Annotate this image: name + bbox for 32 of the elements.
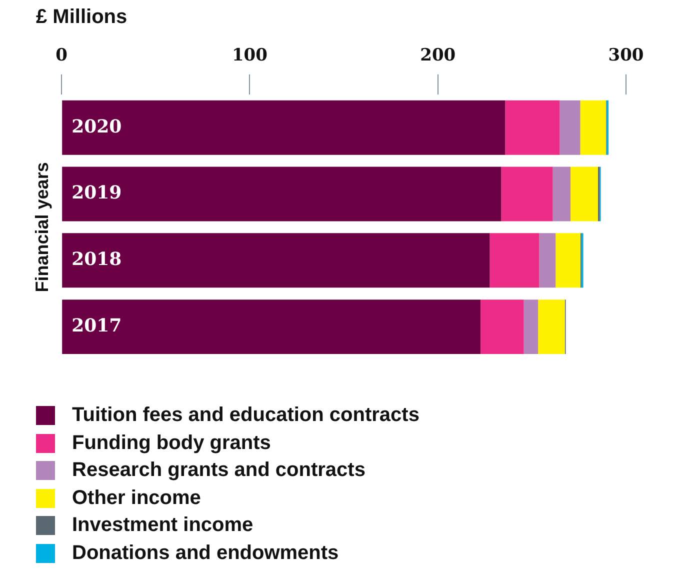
x-tick-label: 200 <box>420 46 456 66</box>
bar <box>62 166 502 222</box>
legend-label: Funding body grants <box>72 432 271 455</box>
legend-label: Investment income <box>72 514 254 538</box>
bar <box>501 166 553 222</box>
bar <box>480 300 524 354</box>
bar <box>490 233 540 288</box>
legend-label: Research grants and contracts <box>72 459 366 482</box>
y-tick-label: 2018 <box>72 249 122 270</box>
legend-label: Tuition fees and education contracts <box>72 404 420 428</box>
bar <box>62 233 490 288</box>
bar <box>539 233 556 288</box>
bar <box>570 166 598 222</box>
bar <box>552 166 570 222</box>
y-tick-label: 2019 <box>72 182 122 204</box>
bar <box>524 300 538 354</box>
bar <box>556 233 580 288</box>
bar <box>62 300 481 354</box>
x-tick-label: 0 <box>56 46 68 66</box>
x-tick-label: 300 <box>608 46 644 66</box>
y-tick-label: 2020 <box>72 116 122 138</box>
y-tick-label: 2017 <box>72 315 122 336</box>
legend-label: Other income <box>72 486 201 510</box>
bar <box>505 100 560 155</box>
x-tick-label: 100 <box>232 46 268 66</box>
bar <box>580 100 606 155</box>
x-axis-title: £ Millions <box>36 6 128 29</box>
bar <box>62 100 506 155</box>
y-axis-title: Financial years <box>32 162 52 292</box>
bar <box>538 300 565 354</box>
legend-label: Donations and endowments <box>72 542 339 565</box>
bar <box>560 100 580 155</box>
